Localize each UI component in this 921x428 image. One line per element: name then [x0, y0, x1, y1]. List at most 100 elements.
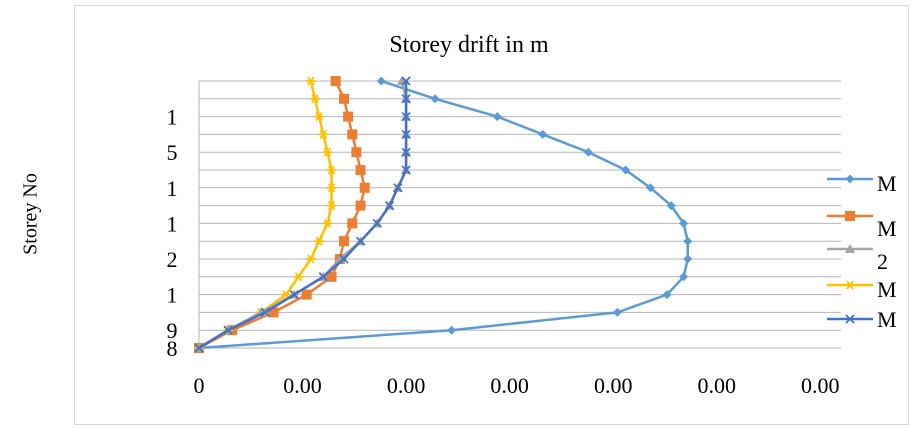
data-point — [305, 254, 316, 264]
legend-label: M — [877, 171, 897, 196]
data-point — [330, 76, 341, 86]
data-point — [355, 165, 366, 175]
series-line — [198, 79, 689, 350]
legend-label: M — [877, 307, 897, 332]
data-point — [268, 307, 279, 318]
data-point — [393, 183, 403, 193]
series-line — [198, 81, 408, 350]
y-tick-label: 1 — [167, 105, 178, 130]
legend-item: M — [827, 277, 897, 302]
data-point — [314, 112, 325, 122]
data-point — [376, 76, 386, 86]
x-tick-label: 0 — [194, 373, 205, 398]
y-tick-labels: 89 1 2 1 1 5 1 — [167, 105, 178, 361]
data-point — [289, 289, 299, 300]
data-point — [343, 111, 354, 122]
y-tick-label: 2 — [167, 247, 178, 272]
data-point — [309, 94, 320, 104]
data-point — [679, 218, 689, 228]
data-point — [347, 218, 358, 229]
line-chart: Storey drift in m 89 1 2 1 1 5 1 0 0.00 0.00 0.00… — [167, 32, 897, 398]
legend-item: M — [827, 307, 897, 332]
legend-item: M — [827, 211, 897, 241]
y-tick-label: 1 — [167, 211, 178, 236]
series-line — [198, 80, 333, 350]
legend-label: M — [877, 277, 897, 302]
legend-label: M — [877, 216, 897, 241]
data-point — [662, 290, 672, 300]
data-point — [679, 272, 689, 282]
data-point — [401, 76, 411, 86]
x-tick-label: 0.00 — [697, 373, 736, 398]
data-point — [621, 165, 631, 175]
data-point — [401, 165, 411, 175]
data-point — [538, 129, 548, 139]
data-point — [260, 307, 270, 318]
data-point — [447, 325, 457, 335]
data-point — [293, 272, 304, 282]
data-point — [194, 343, 204, 353]
data-point — [683, 236, 693, 246]
series-line — [198, 80, 366, 350]
data-point — [583, 147, 593, 157]
y-tick-label: 8 — [167, 336, 178, 361]
data-point — [351, 147, 362, 158]
data-point — [322, 218, 333, 228]
y-tick-label: 5 — [167, 140, 178, 165]
legend-item: M — [827, 171, 897, 196]
x-tick-label: 0.00 — [490, 373, 529, 398]
data-point — [326, 183, 337, 193]
series-5 — [194, 76, 411, 353]
data-point — [318, 272, 328, 282]
data-point — [430, 94, 440, 104]
x-tick-label: 0.00 — [801, 373, 840, 398]
series-group — [194, 76, 693, 353]
x-tick-label: 0.00 — [594, 373, 633, 398]
data-point — [318, 129, 329, 139]
data-point — [322, 147, 333, 157]
data-point — [372, 218, 382, 229]
chart-title: Storey drift in m — [389, 32, 549, 58]
data-point — [666, 201, 676, 211]
data-point — [401, 111, 411, 122]
data-point — [845, 211, 855, 221]
y-tick-label: 9 — [167, 318, 178, 343]
data-point — [492, 112, 502, 122]
data-point — [384, 200, 395, 211]
x-tick-labels: 0 0.00 0.00 0.00 0.00 0.00 0.00 — [194, 373, 840, 398]
x-tick-label: 0.00 — [283, 373, 322, 398]
data-point — [401, 94, 411, 104]
data-point — [339, 254, 349, 264]
data-point — [612, 307, 622, 317]
gridlines — [198, 80, 841, 349]
y-axis-label-text: Storey No — [19, 173, 42, 255]
data-point — [845, 314, 855, 324]
data-point — [326, 165, 337, 175]
data-point — [355, 200, 366, 211]
x-tick-label: 0.00 — [387, 373, 426, 398]
data-point — [347, 129, 358, 140]
data-point — [845, 280, 855, 290]
legend-label: 2 — [877, 249, 888, 274]
series-1 — [194, 76, 693, 353]
y-tick-label: 1 — [167, 283, 178, 308]
legend-item: 2 — [827, 244, 888, 274]
data-point — [645, 183, 655, 193]
data-point — [355, 236, 366, 246]
data-point — [301, 289, 312, 300]
data-point — [326, 201, 337, 211]
series-3 — [194, 76, 412, 352]
data-point — [401, 147, 411, 157]
y-axis-label: Storey No — [6, 0, 56, 428]
data-point — [314, 236, 325, 246]
data-point — [338, 93, 349, 104]
data-point — [305, 76, 316, 86]
data-point — [223, 325, 233, 335]
series-line — [198, 80, 408, 350]
data-point — [338, 236, 349, 247]
data-point — [845, 174, 855, 184]
data-point — [359, 182, 370, 193]
data-point — [683, 254, 693, 264]
